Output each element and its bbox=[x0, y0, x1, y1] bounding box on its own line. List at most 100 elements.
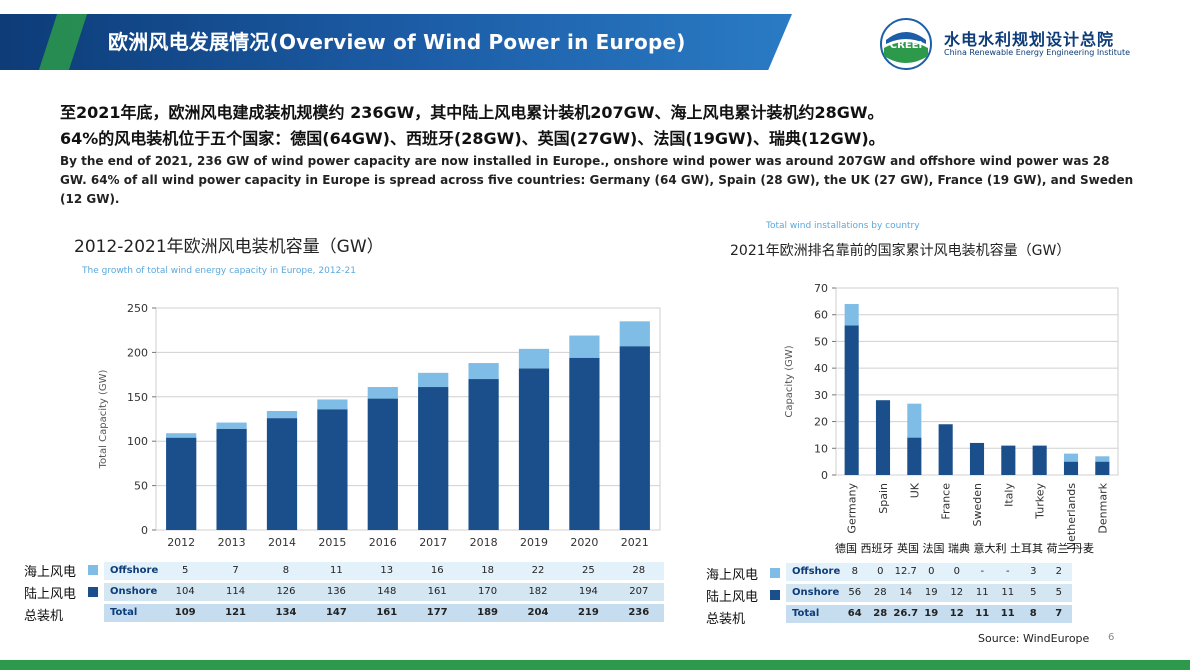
x-tick-label: France bbox=[940, 483, 953, 520]
table-cell: 136 bbox=[326, 586, 346, 597]
table-row-total bbox=[786, 605, 1072, 623]
bar-onshore-France bbox=[938, 424, 953, 475]
table-cell: 0 bbox=[877, 566, 884, 577]
table-row-label-offshore: Offshore bbox=[110, 565, 159, 576]
right-chart: 0 10 20 30 40 50 60 70 Capacity (GW) Germany Spain… bbox=[784, 282, 1119, 550]
table-cell: 147 bbox=[325, 607, 347, 618]
logo: CREEI 水电水利规划设计总院 China Renewable Energy … bbox=[880, 18, 1180, 70]
table-cell: 5 bbox=[182, 565, 189, 576]
bar-offshore-UK bbox=[907, 403, 922, 438]
table-cell: 19 bbox=[924, 587, 938, 598]
bar-onshore-UK bbox=[907, 437, 922, 475]
table-row-offshore bbox=[786, 563, 1072, 581]
logo-name-en: China Renewable Energy Engineering Insti… bbox=[944, 48, 1131, 57]
x-tick-label: 2018 bbox=[470, 536, 498, 549]
table-cell: 207 bbox=[629, 586, 649, 597]
right-legend-onshore-cn: 陆上风电 bbox=[706, 590, 759, 605]
table-cell: 11 bbox=[1000, 608, 1015, 619]
logo-name-cn: 水电水利规划设计总院 bbox=[944, 30, 1115, 49]
logo-emblem-icon: CREEI bbox=[880, 18, 932, 70]
bar-offshore-2016 bbox=[367, 387, 398, 399]
page-title: 欧洲风电发展情况(Overview of Wind Power in Europ… bbox=[108, 30, 686, 54]
table-cell: 8 bbox=[1029, 608, 1037, 619]
table-cell: 16 bbox=[430, 565, 444, 576]
bar-onshore-2021 bbox=[619, 346, 650, 530]
table-cell: 11 bbox=[975, 608, 990, 619]
right-chart-title: 2021年欧洲排名靠前的国家累计风电装机容量（GW） bbox=[730, 243, 1071, 259]
x-tick-label: Spain bbox=[877, 483, 890, 514]
table-cell: 5 bbox=[1055, 587, 1062, 598]
table-cell: 109 bbox=[174, 607, 196, 618]
bar-offshore-2015 bbox=[317, 399, 348, 410]
x-tick-label: 2012 bbox=[167, 536, 195, 549]
table-cell: 11 bbox=[975, 587, 989, 598]
right-chart-categories-cn: 德国 西班牙 英国 法国 瑞典 意大利 土耳其 荷兰 丹麦 bbox=[835, 542, 1094, 555]
table-cell: 121 bbox=[225, 607, 247, 618]
bar-onshore-Turkey bbox=[1032, 445, 1047, 475]
right-legend-total-cn: 总装机 bbox=[706, 612, 746, 627]
intro-line-2: 64%的风电装机位于五个国家：德国(64GW)、西班牙(28GW)、英国(27G… bbox=[60, 129, 885, 148]
table-row-offshore bbox=[104, 562, 664, 580]
table-cell: 11 bbox=[1001, 587, 1015, 598]
table-cell: 0 bbox=[928, 566, 935, 577]
table-cell: 189 bbox=[477, 607, 499, 618]
bar-onshore-2017 bbox=[418, 387, 449, 530]
onshore-swatch bbox=[88, 587, 98, 597]
table-cell: 26.7 bbox=[893, 608, 919, 619]
source-note: Source: WindEurope bbox=[978, 632, 1090, 645]
x-tick-label: 2014 bbox=[268, 536, 296, 549]
left-legend-offshore-cn: 海上风电 bbox=[24, 565, 77, 580]
intro-en: By the end of 2021, 236 GW of wind power… bbox=[60, 154, 1134, 206]
bar-onshore-2020 bbox=[569, 357, 600, 530]
y-tick-label: 0 bbox=[821, 469, 828, 482]
right-legend-offshore-cn: 海上风电 bbox=[706, 568, 759, 583]
table-cell: 8 bbox=[851, 566, 858, 577]
table-cell: 126 bbox=[276, 586, 296, 597]
bar-onshore-Denmark bbox=[1095, 461, 1110, 475]
y-tick-label: 50 bbox=[134, 480, 148, 493]
x-tick-label: 2021 bbox=[621, 536, 649, 549]
bar-offshore-Denmark bbox=[1095, 456, 1110, 462]
bar-onshore-2016 bbox=[367, 398, 398, 530]
y-tick-label: 40 bbox=[814, 362, 828, 375]
intro-cn: 至2021年底，欧洲风电建成装机规模约 236GW，其中陆上风电累计装机207G… bbox=[60, 100, 1160, 152]
table-cell: 177 bbox=[426, 607, 448, 618]
bar-offshore-2019 bbox=[518, 348, 550, 369]
bar-onshore-2018 bbox=[468, 379, 499, 530]
left-chart-subtitle: The growth of total wind energy capacity… bbox=[82, 266, 357, 276]
bar-onshore-Netherlands bbox=[1063, 461, 1079, 475]
table-cell: 104 bbox=[175, 586, 195, 597]
intro-line-1: 至2021年底，欧洲风电建成装机规模约 236GW，其中陆上风电累计装机207G… bbox=[60, 103, 884, 122]
table-cell: 2 bbox=[1055, 566, 1062, 577]
bar-onshore-Germany bbox=[844, 325, 859, 475]
y-tick-label: 200 bbox=[127, 346, 148, 359]
table-cell: 161 bbox=[427, 586, 447, 597]
y-tick-label: 20 bbox=[814, 416, 828, 429]
x-tick-label: UK bbox=[908, 482, 921, 498]
bar-onshore-2015 bbox=[317, 409, 348, 530]
table-cell: 114 bbox=[226, 586, 246, 597]
bar-offshore-2020 bbox=[569, 335, 600, 358]
offshore-swatch-right bbox=[770, 568, 780, 578]
table-cell: 236 bbox=[628, 607, 650, 618]
x-tick-label: 2016 bbox=[369, 536, 397, 549]
table-cell: 5 bbox=[1030, 587, 1037, 598]
table-cell: 19 bbox=[924, 608, 939, 619]
table-cell: 219 bbox=[577, 607, 599, 618]
table-cell: 28 bbox=[873, 608, 888, 619]
table-cell: 161 bbox=[376, 607, 398, 618]
bar-offshore-2012 bbox=[166, 433, 197, 438]
bar-offshore-Netherlands bbox=[1063, 453, 1079, 462]
left-chart-title: 2012-2021年欧洲风电装机容量（GW） bbox=[74, 237, 384, 257]
table-row-total bbox=[104, 604, 664, 622]
left-chart: 0 50 100 150 200 250 Total Capacity (GW) 2012 20… bbox=[98, 302, 661, 549]
left-legend-onshore-cn: 陆上风电 bbox=[24, 587, 77, 602]
x-tick-label: 2015 bbox=[318, 536, 346, 549]
table-cell: 194 bbox=[578, 586, 598, 597]
bar-offshore-2014 bbox=[266, 411, 298, 419]
x-tick-label: Italy bbox=[1002, 483, 1015, 507]
bar-onshore-2019 bbox=[518, 368, 550, 530]
x-tick-label: 2013 bbox=[218, 536, 246, 549]
x-tick-label: 2019 bbox=[520, 536, 548, 549]
y-axis-label: Capacity (GW) bbox=[784, 345, 795, 417]
